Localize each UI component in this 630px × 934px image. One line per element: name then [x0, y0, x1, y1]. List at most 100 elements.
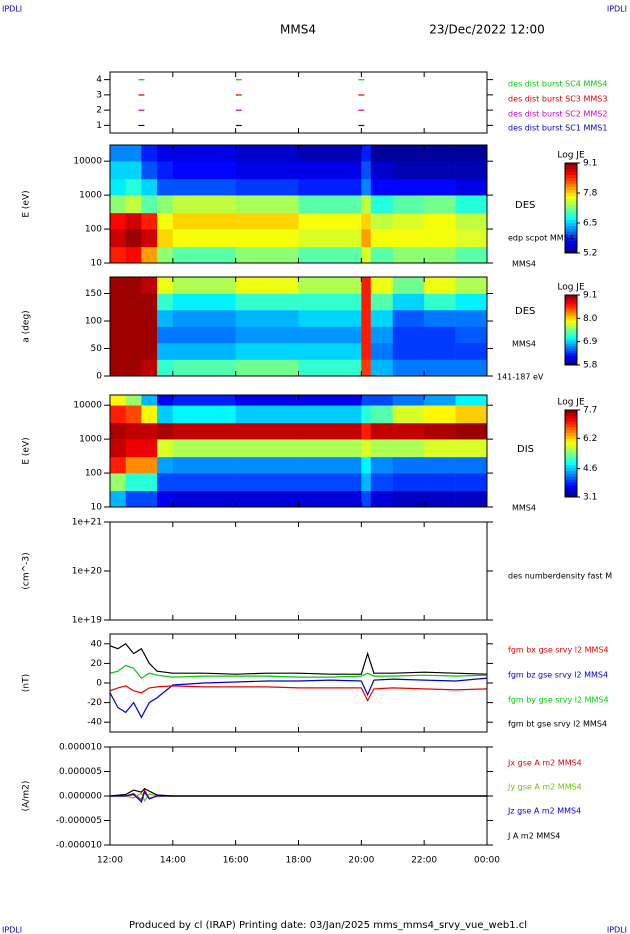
heat-cell: [141, 212, 158, 230]
y-tick-label: -40: [87, 718, 102, 728]
panel: Jx gse A m2 MMS4 Jy gse A m2 MMS4 Jz gse A…: [22, 743, 582, 866]
heat-cell: [392, 405, 425, 424]
colorbar-strip: [565, 332, 577, 336]
legend-entry: Jx gse A m2 MMS4: [507, 759, 582, 768]
heat-cell: [172, 161, 236, 180]
colorbar-strip: [565, 339, 577, 343]
colorbar-strip: [565, 353, 577, 357]
heat-cell: [392, 343, 425, 360]
heat-cell: [110, 473, 127, 492]
y-tick-label: 0.000010: [59, 743, 102, 753]
heat-cell: [298, 310, 362, 327]
x-tick-label: 00:00: [474, 856, 500, 866]
heat-cell: [110, 326, 127, 344]
heat-cell: [235, 145, 299, 162]
colorbar-strip: [565, 488, 577, 492]
heat-cell: [298, 161, 362, 180]
heat-cell: [110, 293, 127, 311]
heat-cell: [125, 246, 142, 264]
legend-entry: Jz gse A m2 MMS4: [507, 807, 581, 816]
heat-cell: [361, 293, 372, 311]
burst-mark: [138, 109, 145, 111]
y-axis-label: a (deg): [22, 310, 32, 342]
y-tick-label: 1000: [79, 191, 102, 201]
burst-mark: [138, 79, 145, 81]
heat-cell: [361, 439, 372, 458]
heat-cell: [125, 277, 142, 294]
colorbar-label: Log JE: [557, 398, 585, 408]
colorbar-strip: [565, 337, 577, 340]
data-line: [110, 792, 487, 803]
panel: 1e+19 1e+20 1e+21 (cm^-3) des numberdensity …: [22, 518, 613, 626]
colorbar-tick-label: 3.1: [583, 493, 597, 503]
heat-cell: [235, 195, 299, 214]
title: MMS4: [280, 23, 316, 37]
heat-cell: [157, 229, 174, 248]
colorbar-strip: [565, 444, 577, 449]
y-tick-label: -20: [87, 698, 102, 708]
heat-cell: [141, 161, 158, 180]
heat-cell: [455, 405, 488, 424]
heat-cell: [172, 178, 236, 196]
heat-cell: [141, 395, 158, 406]
colorbar-strip: [565, 462, 577, 466]
x-tick-label: 16:00: [223, 856, 249, 866]
y-tick-label: 1e+21: [72, 518, 102, 528]
heat-cell: [361, 326, 372, 344]
heat-cell: [235, 359, 299, 377]
heat-cell: [424, 359, 456, 377]
heat-cell: [298, 212, 362, 230]
colorbar-strip: [565, 172, 577, 176]
heat-cell: [298, 473, 362, 492]
heat-cell: [110, 212, 127, 230]
heat-cell: [125, 161, 142, 180]
y-axis-label: (A/m2): [22, 781, 32, 812]
colorbar-strip: [565, 232, 577, 236]
heat-cell: [370, 161, 394, 180]
heat-cell: [361, 178, 372, 196]
heat-cell: [455, 145, 488, 162]
heat-cell: [125, 310, 142, 327]
colorbar-strip: [565, 412, 577, 417]
corner-right: IPDLI: [607, 5, 627, 14]
colorbar-strip: [565, 456, 577, 460]
heat-cell: [141, 422, 158, 440]
heat-cell: [125, 422, 142, 440]
heat-cell: [125, 212, 142, 230]
y-tick-label: -0.000010: [56, 841, 102, 851]
y-axis-label: (cm^-3): [22, 552, 32, 589]
heat-cell: [235, 310, 299, 327]
heat-cell: [110, 490, 127, 508]
corner-right-bottom: IPDLI: [607, 926, 627, 934]
heat-cell: [455, 161, 488, 180]
heat-cell: [172, 439, 236, 458]
y-tick-label: 100: [85, 225, 102, 235]
colorbar-strip: [565, 479, 577, 483]
colorbar-strip: [565, 330, 577, 333]
y-tick-label: 10000: [73, 401, 102, 411]
heat-cell: [172, 195, 236, 214]
colorbar-strip: [565, 299, 577, 303]
heat-cell: [141, 178, 158, 196]
heat-cell: [298, 178, 362, 196]
colorbar-strip: [565, 199, 577, 203]
heat-cell: [141, 326, 158, 344]
heat-cell: [455, 422, 488, 440]
heat-cell: [110, 229, 127, 248]
date: 23/Dec/2022 12:00: [429, 23, 545, 37]
y-tick-label: 50: [91, 344, 103, 354]
heat-cell: [370, 422, 394, 440]
colorbar-tick-label: 9.1: [583, 159, 597, 169]
heat-cell: [235, 246, 299, 264]
heat-cell: [125, 178, 142, 196]
legend-entry: fgm by gse srvy l2 MMS4: [508, 696, 609, 705]
heat-cell: [235, 456, 299, 474]
burst-mark: [138, 124, 145, 127]
heat-cell: [141, 195, 158, 214]
heat-cell: [455, 277, 488, 294]
heat-cell: [125, 359, 142, 377]
x-tick-label: 12:00: [97, 856, 123, 866]
colorbar-strip: [565, 494, 577, 498]
colorbar-strip: [565, 178, 577, 182]
y-tick-label: 2: [96, 106, 102, 116]
